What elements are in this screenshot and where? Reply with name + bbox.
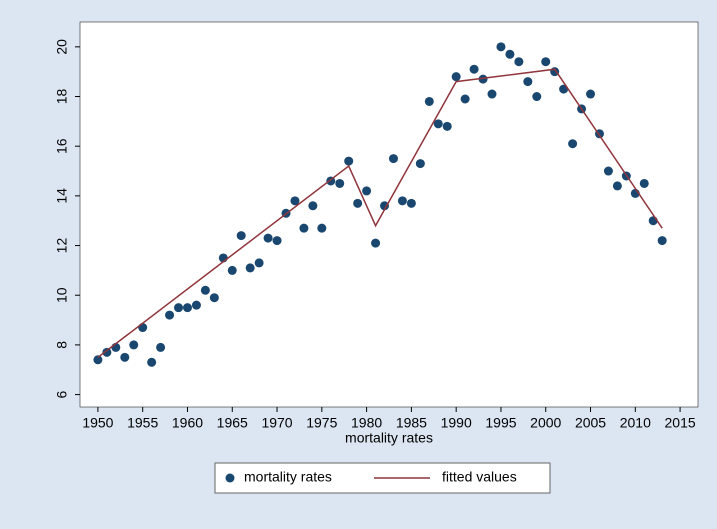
point	[523, 77, 533, 87]
point	[138, 323, 148, 333]
x-tick-label: 2000	[530, 415, 561, 431]
point	[460, 94, 470, 104]
point	[209, 293, 219, 303]
point	[102, 347, 112, 357]
point	[639, 178, 649, 188]
legend-label: fitted values	[442, 469, 517, 485]
point	[272, 236, 282, 246]
x-tick-label: 2015	[665, 415, 696, 431]
x-tick-label: 1990	[441, 415, 472, 431]
point	[603, 166, 613, 176]
point	[586, 89, 596, 99]
x-tick-label: 2010	[620, 415, 651, 431]
point	[451, 72, 461, 82]
x-tick-label: 1980	[351, 415, 382, 431]
y-tick-label: 6	[54, 390, 70, 398]
plot-area	[79, 21, 699, 408]
point	[93, 355, 103, 365]
point	[532, 92, 542, 102]
point	[353, 198, 363, 208]
x-tick-label: 1955	[127, 415, 158, 431]
point	[406, 198, 416, 208]
point	[335, 178, 345, 188]
legend-label: mortality rates	[244, 469, 332, 485]
point	[254, 258, 264, 268]
point	[371, 238, 381, 248]
point	[380, 201, 390, 211]
point	[442, 121, 452, 131]
x-tick-label: 1960	[172, 415, 203, 431]
point	[424, 96, 434, 106]
point	[541, 57, 551, 67]
point	[200, 285, 210, 295]
x-tick-label: 1995	[485, 415, 516, 431]
point	[362, 186, 372, 196]
point	[496, 42, 506, 52]
point	[433, 119, 443, 129]
x-tick-label: 1965	[217, 415, 248, 431]
point	[478, 74, 488, 84]
fitted-line	[97, 68, 663, 358]
point	[245, 263, 255, 273]
y-tick-label: 14	[54, 188, 70, 204]
point	[344, 156, 354, 166]
point	[388, 154, 398, 164]
point	[227, 265, 237, 275]
y-tick-label: 8	[54, 341, 70, 349]
point	[469, 64, 479, 74]
point	[397, 196, 407, 206]
point	[568, 139, 578, 149]
point	[182, 303, 192, 313]
point	[612, 181, 622, 191]
point	[299, 223, 309, 233]
legend-marker	[225, 473, 235, 483]
point	[156, 342, 166, 352]
point	[290, 196, 300, 206]
y-tick-label: 12	[54, 238, 70, 254]
point	[657, 236, 667, 246]
point	[147, 357, 157, 367]
point	[263, 233, 273, 243]
x-tick-label: 1950	[82, 415, 113, 431]
x-tick-label: 1975	[306, 415, 337, 431]
y-tick-label: 10	[54, 287, 70, 303]
point	[487, 89, 497, 99]
y-tick-label: 18	[54, 89, 70, 105]
x-tick-label: 1985	[396, 415, 427, 431]
point	[236, 231, 246, 241]
point	[191, 300, 201, 310]
point	[129, 340, 139, 350]
point	[514, 57, 524, 67]
y-tick-label: 16	[54, 138, 70, 154]
point	[120, 352, 130, 362]
x-tick-label: 2005	[575, 415, 606, 431]
point	[415, 159, 425, 169]
point	[317, 223, 327, 233]
point	[308, 201, 318, 211]
x-axis-title: mortality rates	[345, 430, 433, 446]
y-tick-label: 20	[54, 39, 70, 55]
x-tick-label: 1970	[261, 415, 292, 431]
point	[505, 49, 515, 59]
point	[165, 310, 175, 320]
point	[174, 303, 184, 313]
